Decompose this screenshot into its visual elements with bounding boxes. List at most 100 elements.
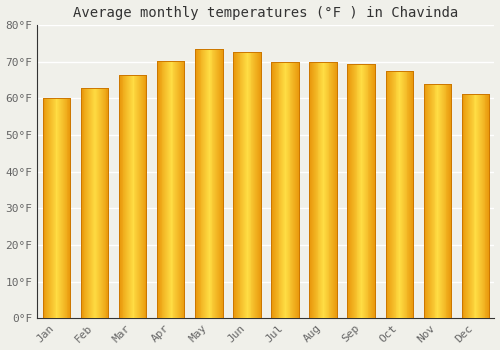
Bar [313,62,314,318]
Bar [358,64,360,318]
Bar [404,71,406,318]
Bar [371,64,372,318]
Bar [472,94,474,318]
Bar [139,75,140,318]
Bar [141,75,142,318]
Bar [61,98,62,318]
Bar [218,49,219,318]
Bar [134,75,136,318]
Bar [236,52,237,318]
Bar [484,94,486,318]
Bar [286,62,287,318]
Bar [374,64,375,318]
Bar [386,71,413,318]
Bar [364,64,365,318]
Bar [178,61,179,318]
Bar [254,52,255,318]
Bar [206,49,207,318]
Bar [46,98,48,318]
Bar [136,75,137,318]
Bar [233,52,234,318]
Bar [441,84,442,318]
Bar [233,52,260,318]
Bar [353,64,354,318]
Bar [326,62,328,318]
Bar [424,84,451,318]
Bar [310,62,337,318]
Bar [138,75,139,318]
Bar [208,49,209,318]
Bar [393,71,394,318]
Bar [390,71,391,318]
Bar [362,64,363,318]
Bar [401,71,402,318]
Bar [180,61,181,318]
Bar [430,84,431,318]
Bar [449,84,450,318]
Bar [480,94,481,318]
Bar [255,52,256,318]
Bar [174,61,176,318]
Bar [363,64,364,318]
Bar [144,75,146,318]
Bar [274,62,275,318]
Bar [350,64,351,318]
Bar [244,52,245,318]
Bar [158,61,159,318]
Bar [195,49,196,318]
Bar [166,61,167,318]
Bar [86,88,87,318]
Bar [386,71,413,318]
Bar [119,75,146,318]
Bar [250,52,252,318]
Bar [310,62,311,318]
Bar [336,62,337,318]
Bar [104,88,106,318]
Bar [354,64,356,318]
Bar [42,98,43,318]
Bar [48,98,49,318]
Bar [372,64,373,318]
Bar [197,49,198,318]
Bar [160,61,162,318]
Bar [81,88,108,318]
Bar [370,64,371,318]
Bar [101,88,102,318]
Bar [102,88,103,318]
Bar [431,84,432,318]
Bar [53,98,54,318]
Bar [167,61,168,318]
Title: Average monthly temperatures (°F ) in Chavinda: Average monthly temperatures (°F ) in Ch… [74,6,458,20]
Bar [332,62,333,318]
Bar [399,71,400,318]
Bar [284,62,285,318]
Bar [391,71,392,318]
Bar [411,71,412,318]
Bar [272,62,273,318]
Bar [272,62,298,318]
Bar [288,62,290,318]
Bar [204,49,205,318]
Bar [469,94,470,318]
Bar [360,64,361,318]
Bar [273,62,274,318]
Bar [436,84,438,318]
Bar [477,94,478,318]
Bar [325,62,326,318]
Bar [205,49,206,318]
Bar [295,62,296,318]
Bar [462,94,489,318]
Bar [352,64,353,318]
Bar [81,88,108,318]
Bar [424,84,451,318]
Bar [44,98,46,318]
Bar [324,62,325,318]
Bar [243,52,244,318]
Bar [124,75,126,318]
Bar [474,94,476,318]
Bar [323,62,324,318]
Bar [198,49,200,318]
Bar [356,64,358,318]
Bar [252,52,254,318]
Bar [466,94,467,318]
